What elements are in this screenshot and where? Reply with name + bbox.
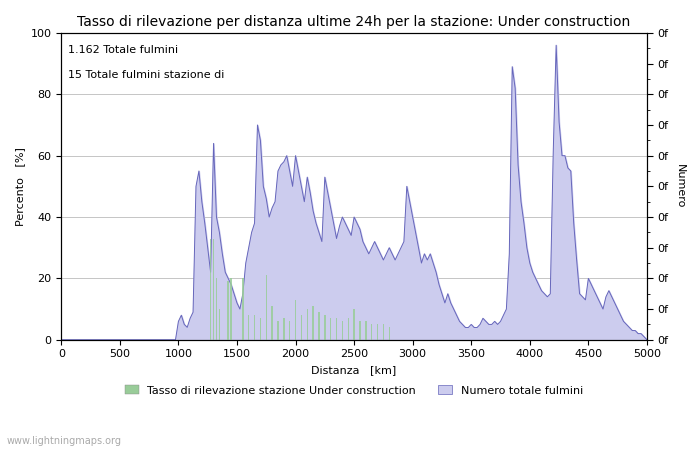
Bar [342,321,343,340]
Bar [354,309,355,340]
Title: Tasso di rilevazione per distanza ultime 24h per la stazione: Under construction: Tasso di rilevazione per distanza ultime… [78,15,631,29]
Bar [254,315,256,340]
Bar [228,281,229,340]
Legend: Tasso di rilevazione stazione Under construction, Numero totale fulmini: Tasso di rilevazione stazione Under cons… [125,385,583,396]
Bar [295,300,296,340]
Bar [260,318,261,340]
Bar [289,321,290,340]
Bar [389,328,390,340]
Bar [383,324,384,340]
Bar [312,306,314,340]
Y-axis label: Percento   [%]: Percento [%] [15,147,25,226]
Bar [277,321,279,340]
Bar [371,324,372,340]
Bar [318,312,320,340]
Bar [283,318,284,340]
Bar [230,279,232,340]
Text: 15 Totale fulmini stazione di: 15 Totale fulmini stazione di [69,70,225,80]
Bar [347,318,349,340]
Bar [216,279,217,340]
Y-axis label: Numero: Numero [675,164,685,208]
Text: 1.162 Totale fulmini: 1.162 Totale fulmini [69,45,178,55]
Bar [307,309,308,340]
Bar [359,321,360,340]
Bar [336,318,337,340]
Bar [272,306,273,340]
Bar [330,318,331,340]
Bar [301,315,302,340]
Bar [324,315,326,340]
Bar [242,279,244,340]
Bar [218,309,220,340]
Bar [213,238,214,340]
Bar [265,275,267,340]
Bar [365,321,367,340]
Bar [377,324,378,340]
Text: www.lightningmaps.org: www.lightningmaps.org [7,436,122,446]
X-axis label: Distanza   [km]: Distanza [km] [312,365,397,375]
Bar [210,238,211,340]
Bar [248,315,249,340]
